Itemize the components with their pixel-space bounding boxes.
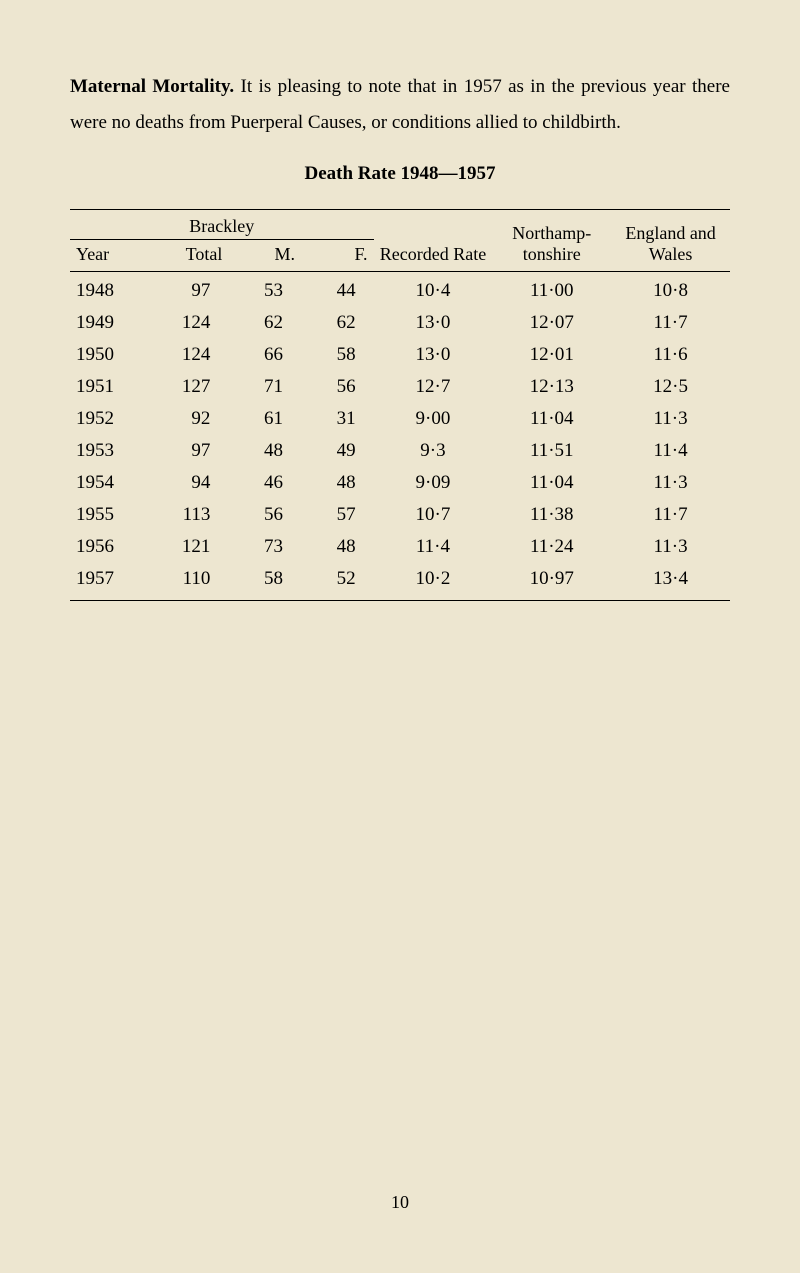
cell-col-wales: 11·7 (611, 307, 730, 339)
cell-col-m: 56 (228, 499, 301, 531)
intro-paragraph: Maternal Mortality. It is pleasing to no… (70, 69, 730, 141)
cell-col-wales: 11·3 (611, 403, 730, 435)
cell-col-north: 10·97 (492, 563, 611, 601)
cell-col-m: 46 (228, 467, 301, 499)
page: Maternal Mortality. It is pleasing to no… (0, 0, 800, 651)
cell-col-f: 48 (301, 531, 374, 563)
cell-col-year: 1957 (70, 563, 149, 601)
col-total: Total (149, 240, 228, 272)
cell-col-total: 92 (149, 403, 228, 435)
cell-col-f: 57 (301, 499, 374, 531)
cell-col-wales: 13·4 (611, 563, 730, 601)
col-group-brackley: Brackley (70, 210, 374, 240)
table-row: 1955113565710·711·3811·7 (70, 499, 730, 531)
cell-col-north: 11·24 (492, 531, 611, 563)
cell-col-m: 62 (228, 307, 301, 339)
cell-col-rate: 10·2 (374, 563, 493, 601)
page-number: 10 (0, 1192, 800, 1213)
cell-col-total: 124 (149, 339, 228, 371)
cell-col-wales: 10·8 (611, 272, 730, 308)
cell-col-north: 11·04 (492, 467, 611, 499)
cell-col-rate: 9·3 (374, 435, 493, 467)
cell-col-f: 58 (301, 339, 374, 371)
table-row: 1950124665813·012·0111·6 (70, 339, 730, 371)
table-title: Death Rate 1948—1957 (70, 163, 730, 185)
cell-col-total: 97 (149, 272, 228, 308)
cell-col-total: 113 (149, 499, 228, 531)
cell-col-rate: 9·00 (374, 403, 493, 435)
table-row: 1956121734811·411·2411·3 (70, 531, 730, 563)
cell-col-year: 1952 (70, 403, 149, 435)
cell-col-rate: 9·09 (374, 467, 493, 499)
cell-col-m: 48 (228, 435, 301, 467)
cell-col-rate: 12·7 (374, 371, 493, 403)
cell-col-year: 1955 (70, 499, 149, 531)
table-row: 19529261319·0011·0411·3 (70, 403, 730, 435)
cell-col-f: 56 (301, 371, 374, 403)
col-northamp: Northamp- tonshire (492, 210, 611, 272)
intro-lead: Maternal Mortality. (70, 76, 234, 97)
cell-col-north: 11·38 (492, 499, 611, 531)
cell-col-year: 1954 (70, 467, 149, 499)
cell-col-north: 11·04 (492, 403, 611, 435)
cell-col-north: 11·51 (492, 435, 611, 467)
cell-col-m: 58 (228, 563, 301, 601)
cell-col-total: 121 (149, 531, 228, 563)
cell-col-year: 1949 (70, 307, 149, 339)
cell-col-rate: 10·4 (374, 272, 493, 308)
table-row: 19539748499·311·5111·4 (70, 435, 730, 467)
col-recorded-rate-label: Recorded Rate (380, 244, 487, 265)
cell-col-year: 1951 (70, 371, 149, 403)
col-m: M. (228, 240, 301, 272)
cell-col-year: 1948 (70, 272, 149, 308)
col-england-wales: England and Wales (611, 210, 730, 272)
cell-col-f: 44 (301, 272, 374, 308)
death-rate-table: Brackley Recorded Rate Northamp- tonshir… (70, 209, 730, 601)
table-body: 194897534410·411·0010·81949124626213·012… (70, 272, 730, 601)
cell-col-f: 48 (301, 467, 374, 499)
cell-col-north: 11·00 (492, 272, 611, 308)
cell-col-total: 94 (149, 467, 228, 499)
cell-col-total: 124 (149, 307, 228, 339)
table-row: 194897534410·411·0010·8 (70, 272, 730, 308)
cell-col-m: 71 (228, 371, 301, 403)
table-row: 1949124626213·012·0711·7 (70, 307, 730, 339)
cell-col-f: 62 (301, 307, 374, 339)
col-f: F. (301, 240, 374, 272)
cell-col-north: 12·07 (492, 307, 611, 339)
table-row: 19549446489·0911·0411·3 (70, 467, 730, 499)
cell-col-rate: 11·4 (374, 531, 493, 563)
col-year: Year (70, 240, 149, 272)
cell-col-total: 110 (149, 563, 228, 601)
cell-col-f: 49 (301, 435, 374, 467)
cell-col-m: 61 (228, 403, 301, 435)
cell-col-f: 31 (301, 403, 374, 435)
cell-col-wales: 11·3 (611, 531, 730, 563)
cell-col-m: 66 (228, 339, 301, 371)
cell-col-wales: 11·3 (611, 467, 730, 499)
cell-col-north: 12·13 (492, 371, 611, 403)
col-england-wales-label: England and Wales (617, 223, 724, 265)
cell-col-rate: 10·7 (374, 499, 493, 531)
col-recorded-rate: Recorded Rate (374, 210, 493, 272)
cell-col-wales: 11·7 (611, 499, 730, 531)
cell-col-total: 127 (149, 371, 228, 403)
cell-col-wales: 12·5 (611, 371, 730, 403)
cell-col-year: 1956 (70, 531, 149, 563)
cell-col-m: 53 (228, 272, 301, 308)
cell-col-wales: 11·6 (611, 339, 730, 371)
cell-col-rate: 13·0 (374, 307, 493, 339)
cell-col-m: 73 (228, 531, 301, 563)
col-northamp-label: Northamp- tonshire (498, 223, 605, 265)
cell-col-rate: 13·0 (374, 339, 493, 371)
cell-col-north: 12·01 (492, 339, 611, 371)
cell-col-year: 1950 (70, 339, 149, 371)
table-row: 1957110585210·210·9713·4 (70, 563, 730, 601)
cell-col-total: 97 (149, 435, 228, 467)
table-row: 1951127715612·712·1312·5 (70, 371, 730, 403)
cell-col-f: 52 (301, 563, 374, 601)
cell-col-wales: 11·4 (611, 435, 730, 467)
cell-col-year: 1953 (70, 435, 149, 467)
